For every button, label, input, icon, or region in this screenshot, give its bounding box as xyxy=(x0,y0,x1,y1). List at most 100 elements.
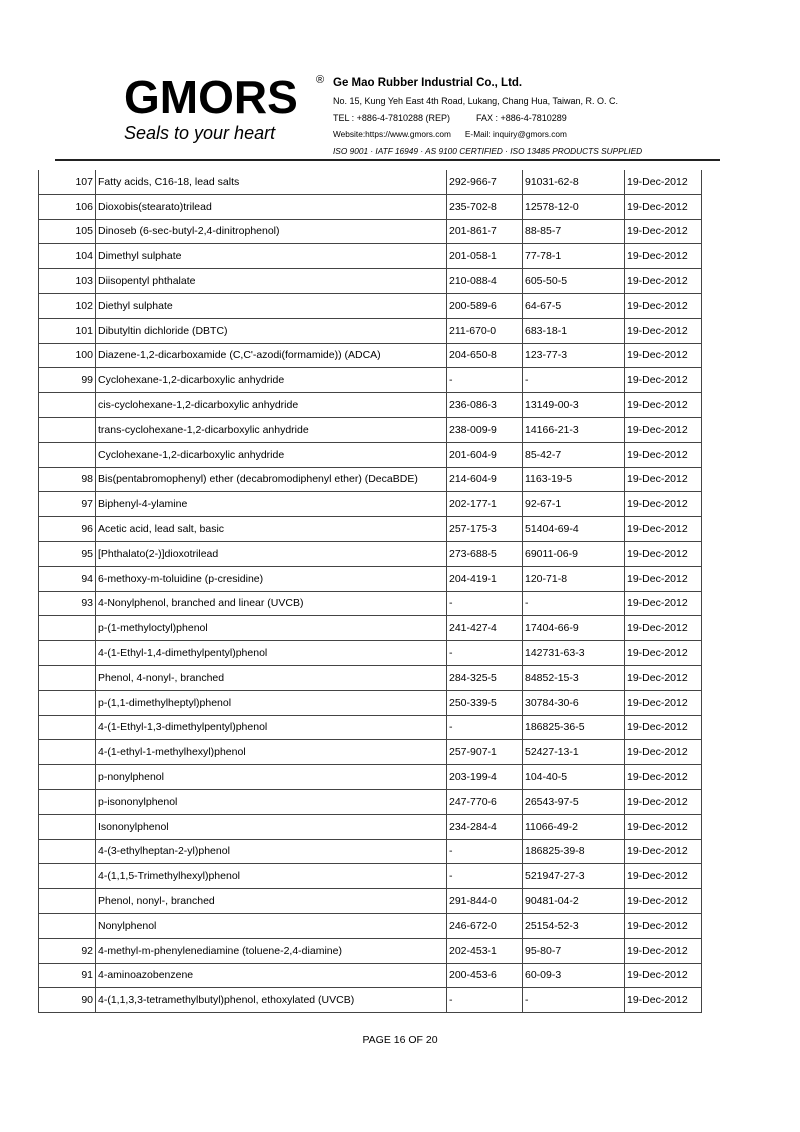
entry-number xyxy=(38,813,96,840)
inclusion-date: 19-Dec-2012 xyxy=(624,516,702,542)
inclusion-date: 19-Dec-2012 xyxy=(624,565,702,592)
table-row: Phenol, 4-nonyl-, branched 284-325-5 84852… xyxy=(38,664,702,691)
cas-number: 60-09-3 xyxy=(522,962,625,989)
inclusion-date: 19-Dec-2012 xyxy=(624,912,702,939)
table-row: 4-(1,1,5-Trimethylhexyl)phenol -521947-27… xyxy=(38,863,702,890)
substance-name: Dibutyltin dichloride (DBTC) xyxy=(95,317,447,344)
cas-number: 123-77-3 xyxy=(522,342,625,369)
table-row: 4-(3-ethylheptan-2-yl)phenol -186825-39-8… xyxy=(38,838,702,865)
ec-number: 200-453-6 xyxy=(446,962,523,989)
ec-number: - xyxy=(446,367,523,394)
ec-number: 210-088-4 xyxy=(446,268,523,294)
cas-number: 605-50-5 xyxy=(522,268,625,294)
entry-number xyxy=(38,739,96,766)
entry-number: 100 xyxy=(38,342,96,369)
inclusion-date: 19-Dec-2012 xyxy=(624,342,702,369)
substance-name: Dinoseb (6-sec-butyl-2,4-dinitrophenol) xyxy=(95,218,447,245)
table-row: p-(1,1-dimethylheptyl)phenol 250-339-5 307… xyxy=(38,689,702,716)
entry-number xyxy=(38,788,96,815)
cas-number: 84852-15-3 xyxy=(522,664,625,691)
registered-mark-icon: ® xyxy=(316,74,325,86)
inclusion-date: 19-Dec-2012 xyxy=(624,466,702,493)
inclusion-date: 19-Dec-2012 xyxy=(624,392,702,418)
substance-name: Diethyl sulphate xyxy=(95,292,447,319)
inclusion-date: 19-Dec-2012 xyxy=(624,317,702,344)
substance-name: Dioxobis(stearato)trilead xyxy=(95,193,447,220)
entry-number xyxy=(38,416,96,443)
table-row: 4-(1-Ethyl-1,3-dimethylpentyl)phenol -186… xyxy=(38,714,702,741)
entry-number: 92 xyxy=(38,937,96,964)
substance-name: p-nonylphenol xyxy=(95,764,447,790)
table-row: Isononylphenol 234-284-4 11066-49-2 19-Dec-… xyxy=(38,813,702,840)
inclusion-date: 19-Dec-2012 xyxy=(624,292,702,319)
substance-name: Biphenyl-4-ylamine xyxy=(95,491,447,518)
ec-number: 257-175-3 xyxy=(446,516,523,542)
header-divider xyxy=(55,159,720,161)
cas-number: 69011-06-9 xyxy=(522,540,625,567)
ec-number: 235-702-8 xyxy=(446,193,523,220)
company-email: E-Mail: inquiry@gmors.com xyxy=(464,129,567,139)
ec-number: - xyxy=(446,640,523,666)
ec-number: 284-325-5 xyxy=(446,664,523,691)
inclusion-date: 19-Dec-2012 xyxy=(624,764,702,790)
substance-name: 4-(1,1,3,3-tetramethylbutyl)phenol, etho… xyxy=(95,987,447,1014)
inclusion-date: 19-Dec-2012 xyxy=(624,590,702,617)
entry-number: 103 xyxy=(38,268,96,294)
entry-number: 105 xyxy=(38,218,96,245)
cas-number: 92-67-1 xyxy=(522,491,625,518)
ec-number: 204-419-1 xyxy=(446,565,523,592)
entry-number: 99 xyxy=(38,367,96,394)
inclusion-date: 19-Dec-2012 xyxy=(624,268,702,294)
cas-number: 186825-36-5 xyxy=(522,714,625,741)
table-row: 97 Biphenyl-4-ylamine 202-177-1 92-67-1 19-D… xyxy=(38,491,702,518)
entry-number: 94 xyxy=(38,565,96,592)
table-row: Nonylphenol 246-672-0 25154-52-3 19-Dec-201… xyxy=(38,912,702,939)
inclusion-date: 19-Dec-2012 xyxy=(624,416,702,443)
ec-number: 238-009-9 xyxy=(446,416,523,443)
cas-number: 30784-30-6 xyxy=(522,689,625,716)
inclusion-date: 19-Dec-2012 xyxy=(624,739,702,766)
ec-number: 241-427-4 xyxy=(446,615,523,642)
table-row: 92 4-methyl-m-phenylenediamine (toluene-2… xyxy=(38,937,702,964)
cas-number: 85-42-7 xyxy=(522,441,625,468)
cas-number: 26543-97-5 xyxy=(522,788,625,815)
table-row: 106 Dioxobis(stearato)trilead 235-702-8 125… xyxy=(38,193,702,220)
table-row: 107 Fatty acids, C16-18, lead salts 292-96… xyxy=(38,170,702,195)
cas-number: 14166-21-3 xyxy=(522,416,625,443)
cas-number: 12578-12-0 xyxy=(522,193,625,220)
logo-wordmark: GMORS xyxy=(124,71,298,123)
inclusion-date: 19-Dec-2012 xyxy=(624,640,702,666)
cas-number: 120-71-8 xyxy=(522,565,625,592)
entry-number xyxy=(38,392,96,418)
ec-number: 211-670-0 xyxy=(446,317,523,344)
entry-number: 95 xyxy=(38,540,96,567)
substance-name: Phenol, nonyl-, branched xyxy=(95,888,447,914)
cas-number: 25154-52-3 xyxy=(522,912,625,939)
table-row: 96 Acetic acid, lead salt, basic 257-175-3… xyxy=(38,516,702,542)
cas-number: - xyxy=(522,590,625,617)
substance-name: p-(1-methyloctyl)phenol xyxy=(95,615,447,642)
inclusion-date: 19-Dec-2012 xyxy=(624,714,702,741)
ec-number: 201-604-9 xyxy=(446,441,523,468)
page-number: PAGE 16 OF 20 xyxy=(362,1034,438,1046)
table-row: 105 Dinoseb (6-sec-butyl-2,4-dinitropheno… xyxy=(38,218,702,245)
company-name: Ge Mao Rubber Industrial Co., Ltd. xyxy=(333,77,523,89)
ec-number: 273-688-5 xyxy=(446,540,523,567)
certifications: ISO 9001 · IATF 16949 · AS 9100 CERTIFIE… xyxy=(333,146,643,156)
cas-number: 77-78-1 xyxy=(522,243,625,270)
company-fax: FAX : +886-4-7810289 xyxy=(475,113,567,123)
table-row: cis-cyclohexane-1,2-dicarboxylic anhydri… xyxy=(38,392,702,418)
substance-name: 4-methyl-m-phenylenediamine (toluene-2,4… xyxy=(95,937,447,964)
inclusion-date: 19-Dec-2012 xyxy=(624,218,702,245)
inclusion-date: 19-Dec-2012 xyxy=(624,491,702,518)
table-row: 103 Diisopentyl phthalate 210-088-4 605-50-… xyxy=(38,268,702,294)
entry-number: 93 xyxy=(38,590,96,617)
substance-name: p-isononylphenol xyxy=(95,788,447,815)
ec-number: 292-966-7 xyxy=(446,170,523,195)
entry-number xyxy=(38,640,96,666)
cas-number: 683-18-1 xyxy=(522,317,625,344)
substance-name: 4-(1-ethyl-1-methylhexyl)phenol xyxy=(95,739,447,766)
ec-number: 246-672-0 xyxy=(446,912,523,939)
inclusion-date: 19-Dec-2012 xyxy=(624,367,702,394)
entry-number xyxy=(38,714,96,741)
